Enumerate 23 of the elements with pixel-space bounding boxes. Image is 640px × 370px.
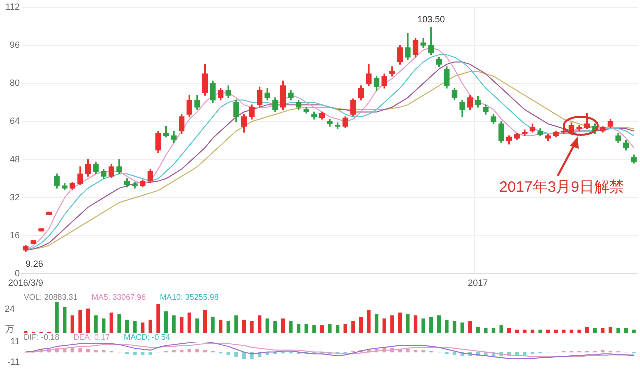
annotation: 9.26 <box>26 259 44 270</box>
annotation: MA10: 35255.98 <box>160 293 220 302</box>
annotation: VOL: 20883.31 <box>24 293 78 302</box>
annotation: 2017年3月9日解禁 <box>499 179 625 196</box>
annotation: MACD: -0.54 <box>124 333 171 342</box>
x-tick-label: 2016/3/9 <box>8 278 44 288</box>
y-tick-label: 16 <box>10 230 20 241</box>
annotation: DEA: 0.17 <box>74 333 111 342</box>
y-axis-title: 万 <box>6 324 14 334</box>
y-tick-label: 0 <box>14 268 20 279</box>
annotation: MA5: 33067.96 <box>92 293 147 302</box>
y-tick-label: 112 <box>6 2 20 12</box>
y-tick-label: 96 <box>10 40 20 50</box>
text: 24 <box>4 304 16 314</box>
y-tick-label: 11 <box>10 336 20 346</box>
y-tick-label: -11 <box>8 357 20 368</box>
y-tick-label: 80 <box>10 78 20 88</box>
y-tick-label: 48 <box>10 154 20 164</box>
annotation: DIF: -0.18 <box>24 333 60 342</box>
y-tick-label: 32 <box>10 192 20 202</box>
x-tick-label: 2017 <box>468 278 488 288</box>
annotation: 103.50 <box>418 14 446 25</box>
y-tick-label: 64 <box>10 116 20 126</box>
